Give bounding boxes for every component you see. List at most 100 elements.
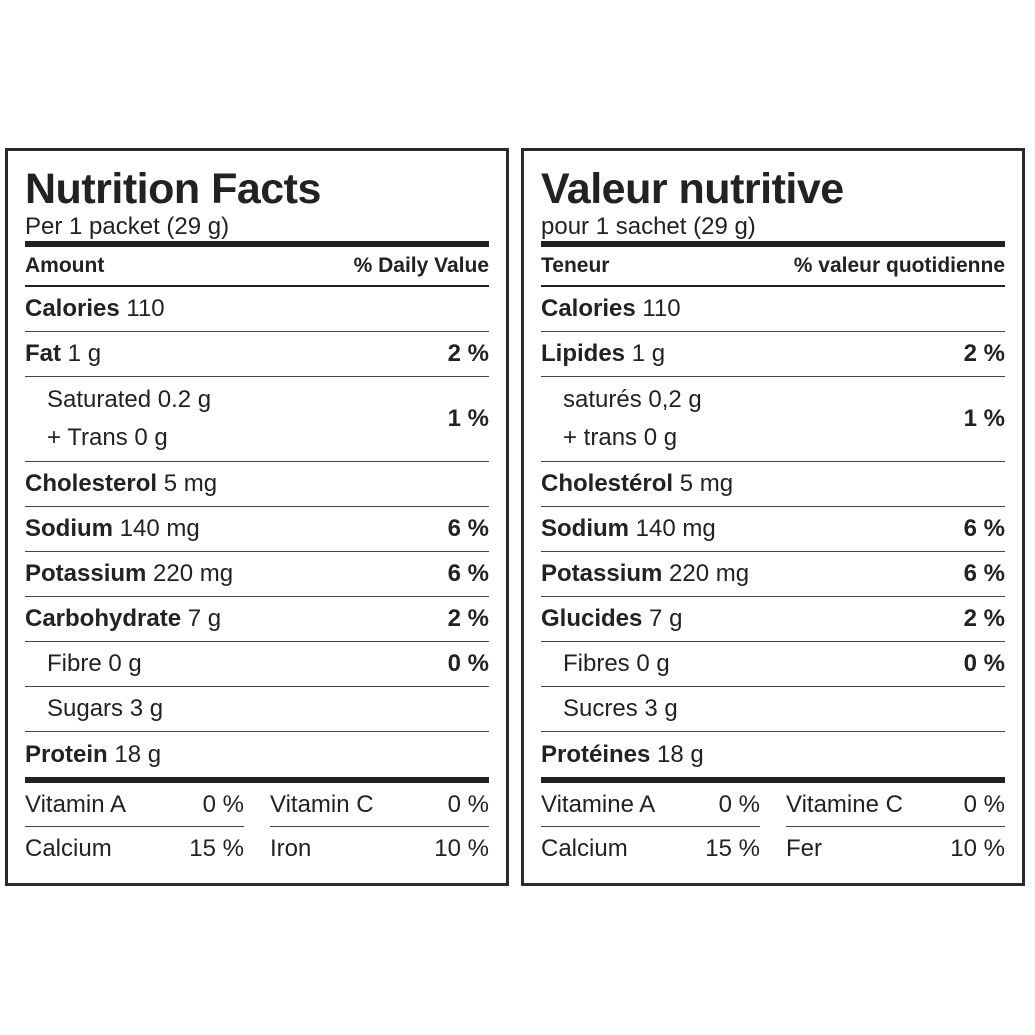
nutrient-label: Cholestérol 5 mg [541,470,733,498]
vitamin-name: Vitamine A [541,790,656,818]
serving: Per 1 packet (29 g) [25,213,230,240]
nutrient-amount: 140 mg [119,515,200,542]
panel-french: Valeur nutritive pour 1 sachet (29 g) Tene… [521,148,1025,886]
nutrient-row: saturés 0,2 g + trans 0 g 1 % [541,377,1005,462]
vitamin-value: 10 % [434,835,489,862]
daily-value: 1 % [447,405,489,432]
vitamin-value: 0 % [963,790,1005,818]
vitamin-name: Vitamin C [270,790,374,818]
nutrient-row: Calories 110 [541,287,1005,332]
nutrient-amount: 220 mg [669,560,750,587]
nutrient-row: Potassium 220 mg 6 % [541,552,1005,597]
vitamin-cell: Calcium 15 % [25,827,244,871]
title: Nutrition Facts [25,165,321,213]
nutrient-amount: 7 g [649,605,683,632]
nutrient-row: Sucres 3 g [541,687,1005,732]
daily-value: 6 % [963,515,1005,542]
nutrient-name: Calories [541,295,636,322]
nutrient-label: Sodium 140 mg [25,515,200,543]
daily-value: 2 % [963,340,1005,367]
vitamin-value: 15 % [189,835,244,862]
vitamin-name: Iron [270,835,312,862]
nutrient-row: Potassium 220 mg 6 % [25,552,489,597]
nutrient-label: Protéines 18 g [541,741,704,769]
header-row: Teneur % valeur quotidienne [541,247,1005,287]
nutrient-row: Cholestérol 5 mg [541,462,1005,507]
daily-value: 2 % [447,340,489,367]
nutrient-amount: 18 g [657,740,704,768]
nutrient-label: Potassium 220 mg [25,560,233,588]
vitamin-cell: Vitamine C 0 % [786,783,1005,827]
nutrient-text: + Trans 0 g [47,424,168,451]
nutrient-text: Sugars 3 g [47,695,164,722]
nutrient-label: Calories 110 [541,295,681,323]
nutrient-row: Fat 1 g 2 % [25,332,489,377]
title: Valeur nutritive [541,165,844,213]
nutrient-label: Sodium 140 mg [541,515,716,543]
nutrient-row: Sugars 3 g [25,687,489,732]
header-right: % valeur quotidienne [793,254,1005,277]
nutrient-amount: 220 mg [153,560,234,587]
nutrient-name: Carbohydrate [25,605,182,632]
nutrient-row: Fibres 0 g 0 % [541,642,1005,687]
nutrient-label: Glucides 7 g [541,605,682,633]
nutrient-row: Sodium 140 mg 6 % [541,507,1005,552]
nutrient-name: Potassium [541,560,663,587]
nutrient-label: Fibres 0 g [541,645,670,683]
nutrient-label: Carbohydrate 7 g [25,605,221,633]
nutrient-text: saturés 0,2 g [563,386,702,413]
vitamin-name: Fer [786,835,822,862]
nutrient-amount: 110 [126,295,165,322]
nutrient-label: Calories 110 [25,295,165,323]
nutrient-label: Fat 1 g [25,340,101,368]
nutrient-text: + trans 0 g [563,424,678,451]
vitamin-name: Vitamin A [25,790,126,818]
thick-rule [541,241,1005,247]
nutrient-label: Lipides 1 g [541,340,665,368]
vitamin-name: Vitamine C [786,790,903,818]
nutrient-name: Fat [25,340,61,367]
nutrient-amount: 110 [642,295,681,322]
nutrient-name: Calories [25,295,120,322]
daily-value: 0 % [447,650,489,677]
vitamin-name: Calcium [541,835,628,862]
thick-rule [541,777,1005,783]
nutrient-row: Lipides 1 g 2 % [541,332,1005,377]
nutrient-label: Cholesterol 5 mg [25,470,217,498]
vitamin-value: 0 % [718,790,760,818]
daily-value: 0 % [963,650,1005,677]
nutrient-amount: 18 g [114,740,162,768]
nutrient-amount: 1 g [631,340,666,367]
nutrient-row: Glucides 7 g 2 % [541,597,1005,642]
header-left: Teneur [541,254,610,277]
vitamin-grid: Vitamin A 0 % Vitamin C 0 % Calcium 15 % Iron 1… [25,783,489,871]
nutrient-row: Cholesterol 5 mg [25,462,489,507]
daily-value: 2 % [963,605,1005,632]
nutrient-amount: 7 g [187,605,222,632]
nutrient-row: Carbohydrate 7 g 2 % [25,597,489,642]
nutrient-name: Glucides [541,605,643,632]
header-left: Amount [25,254,105,277]
nutrient-label: Protein 18 g [25,741,161,769]
nutrient-name: Sodium [25,515,113,542]
panel-english: Nutrition Facts Per 1 packet (29 g) Amount… [5,148,509,886]
nutrient-text: Sucres 3 g [563,695,678,722]
nutrient-amount: 5 mg [679,470,734,497]
daily-value: 6 % [963,560,1005,587]
nutrient-text: Fibre 0 g [47,650,142,677]
daily-value: 6 % [447,515,489,542]
nutrient-row: Fibre 0 g 0 % [25,642,489,687]
nutrient-label: Fibre 0 g [25,645,142,683]
nutrient-row: Saturated 0.2 g + Trans 0 g 1 % [25,377,489,462]
vitamin-cell: Iron 10 % [270,827,489,871]
vitamin-cell: Vitamin C 0 % [270,783,489,827]
nutrient-name: Potassium [25,560,147,587]
nutrient-label: saturés 0,2 g + trans 0 g [541,381,702,457]
nutrient-row: Calories 110 [25,287,489,332]
daily-value: 2 % [447,605,489,632]
nutrient-label: Sucres 3 g [541,690,678,728]
header-row: Amount % Daily Value [25,247,489,287]
nutrient-name: Protein [25,740,108,768]
nutrient-row: Protein 18 g [25,732,489,777]
nutrient-name: Sodium [541,515,629,542]
